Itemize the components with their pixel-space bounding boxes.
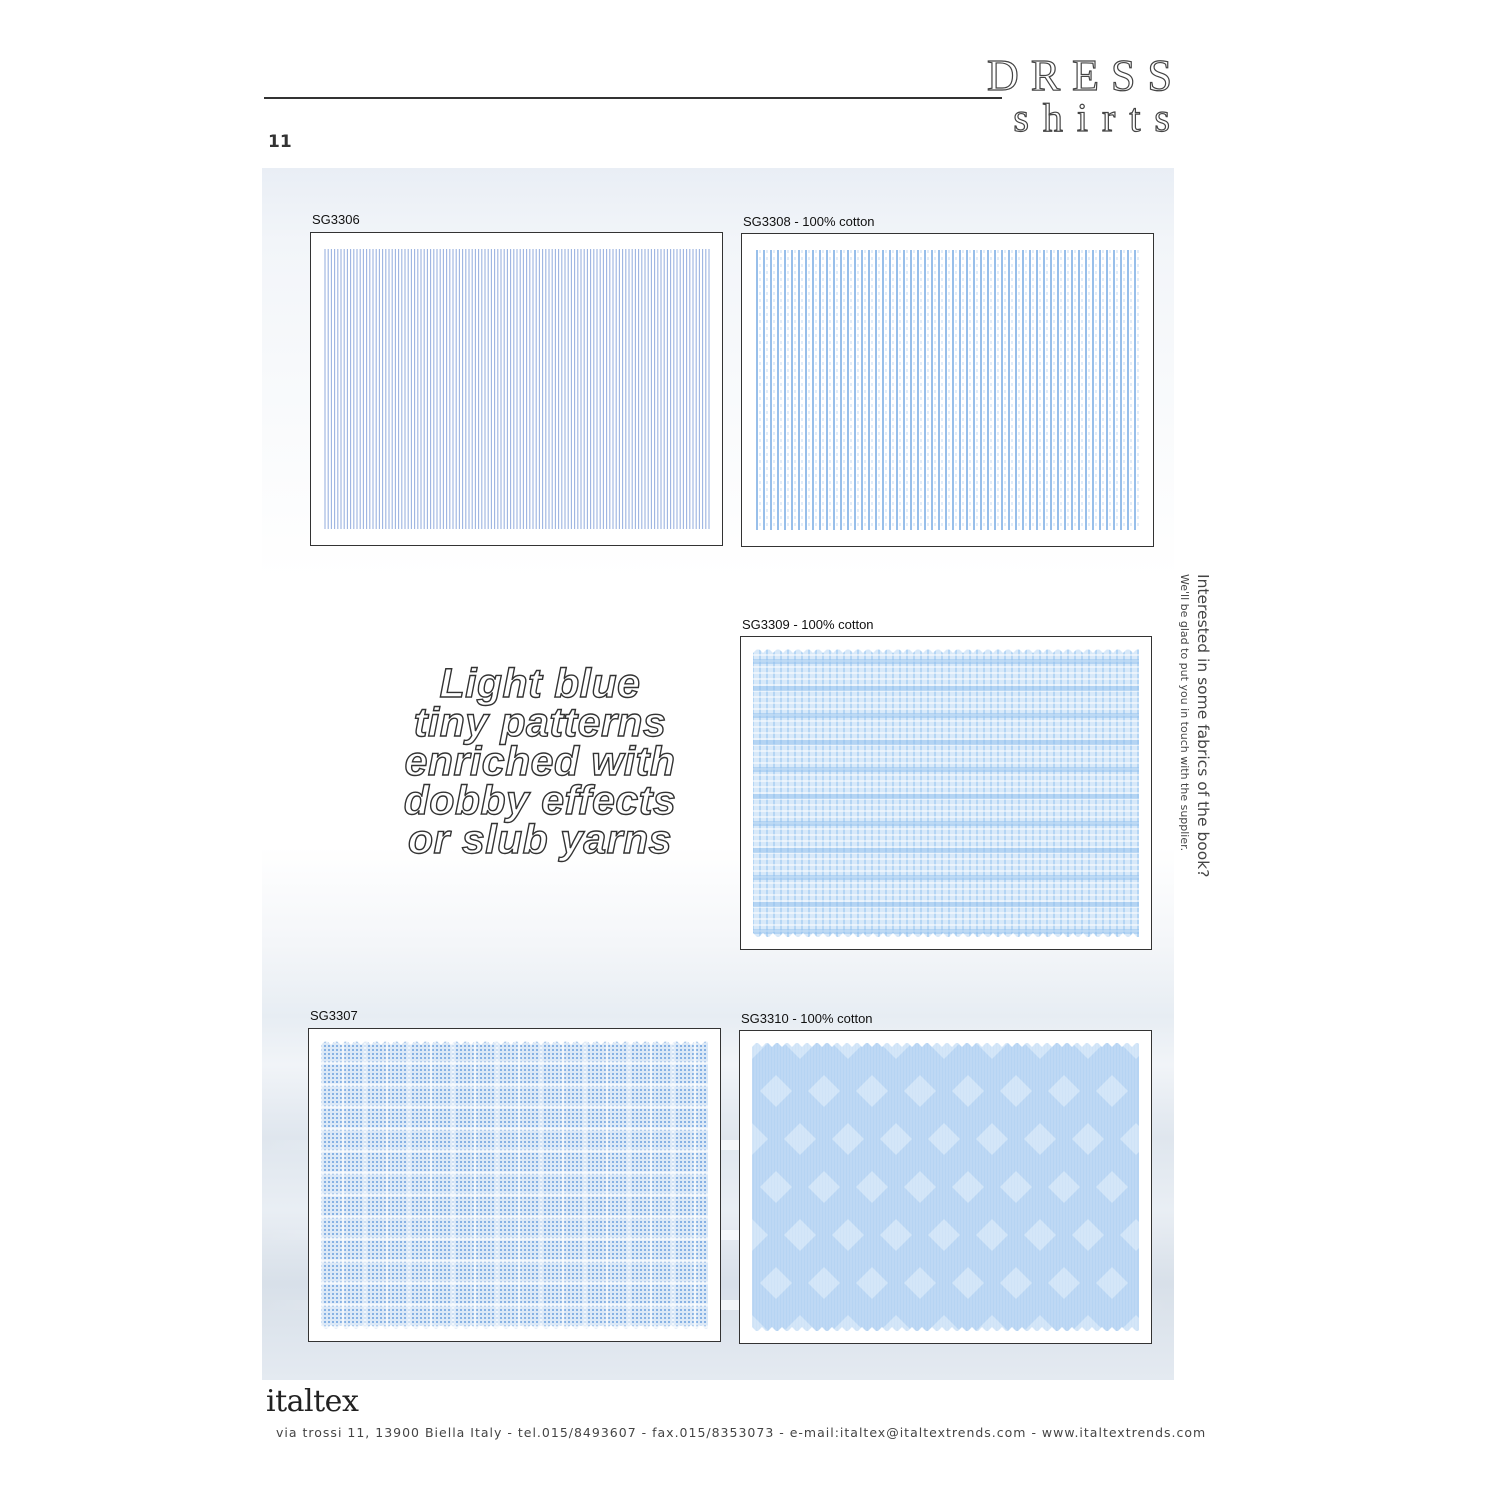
footer-contact: via trossi 11, 13900 Biella Italy - tel.…: [276, 1425, 1207, 1440]
headline-line: or slub yarns: [407, 816, 672, 862]
section-title-shirts: shirts: [1013, 94, 1184, 140]
headline-line: enriched with: [404, 738, 676, 784]
italtex-logo: italtex: [266, 1384, 359, 1419]
swatch-label: SG3306: [312, 212, 360, 227]
swatch-label: SG3310 - 100% cotton: [741, 1011, 873, 1026]
headline: Light blue tiny patterns enriched with d…: [360, 660, 720, 862]
side-note-question: Interested in some fabrics of the book?: [1194, 574, 1212, 878]
fabric-texture: [321, 1041, 708, 1329]
swatch-label: SG3307: [310, 1008, 358, 1023]
section-title-dress: DRESS: [986, 50, 1184, 100]
fabric-sample: [754, 246, 1141, 534]
fabric-texture: [753, 649, 1139, 937]
headline-line: tiny patterns: [413, 699, 667, 745]
side-note: Interested in some fabrics of the book? …: [1152, 574, 1212, 934]
fabric-sample: [752, 1043, 1139, 1331]
fabric-swatch: [310, 232, 723, 546]
header-rule: [264, 97, 1002, 99]
swatch-label: SG3309 - 100% cotton: [742, 617, 874, 632]
fabric-sample: [753, 649, 1139, 937]
fabric-sample: [323, 245, 710, 533]
fabric-texture: [323, 245, 710, 533]
swatch-label: SG3308 - 100% cotton: [743, 214, 875, 229]
page-number: 11: [268, 132, 292, 152]
headline-line: Light blue: [439, 660, 641, 706]
fabric-swatch: [308, 1028, 721, 1342]
side-note-answer: We'll be glad to put you in touch with t…: [1178, 574, 1191, 852]
fabric-texture: [754, 246, 1141, 534]
fabric-texture: [752, 1043, 1139, 1331]
fabric-swatch: [741, 233, 1154, 547]
headline-line: dobby effects: [403, 777, 677, 823]
fabric-sample: [321, 1041, 708, 1329]
fabric-swatch: [740, 636, 1152, 950]
fabric-swatch: [739, 1030, 1152, 1344]
